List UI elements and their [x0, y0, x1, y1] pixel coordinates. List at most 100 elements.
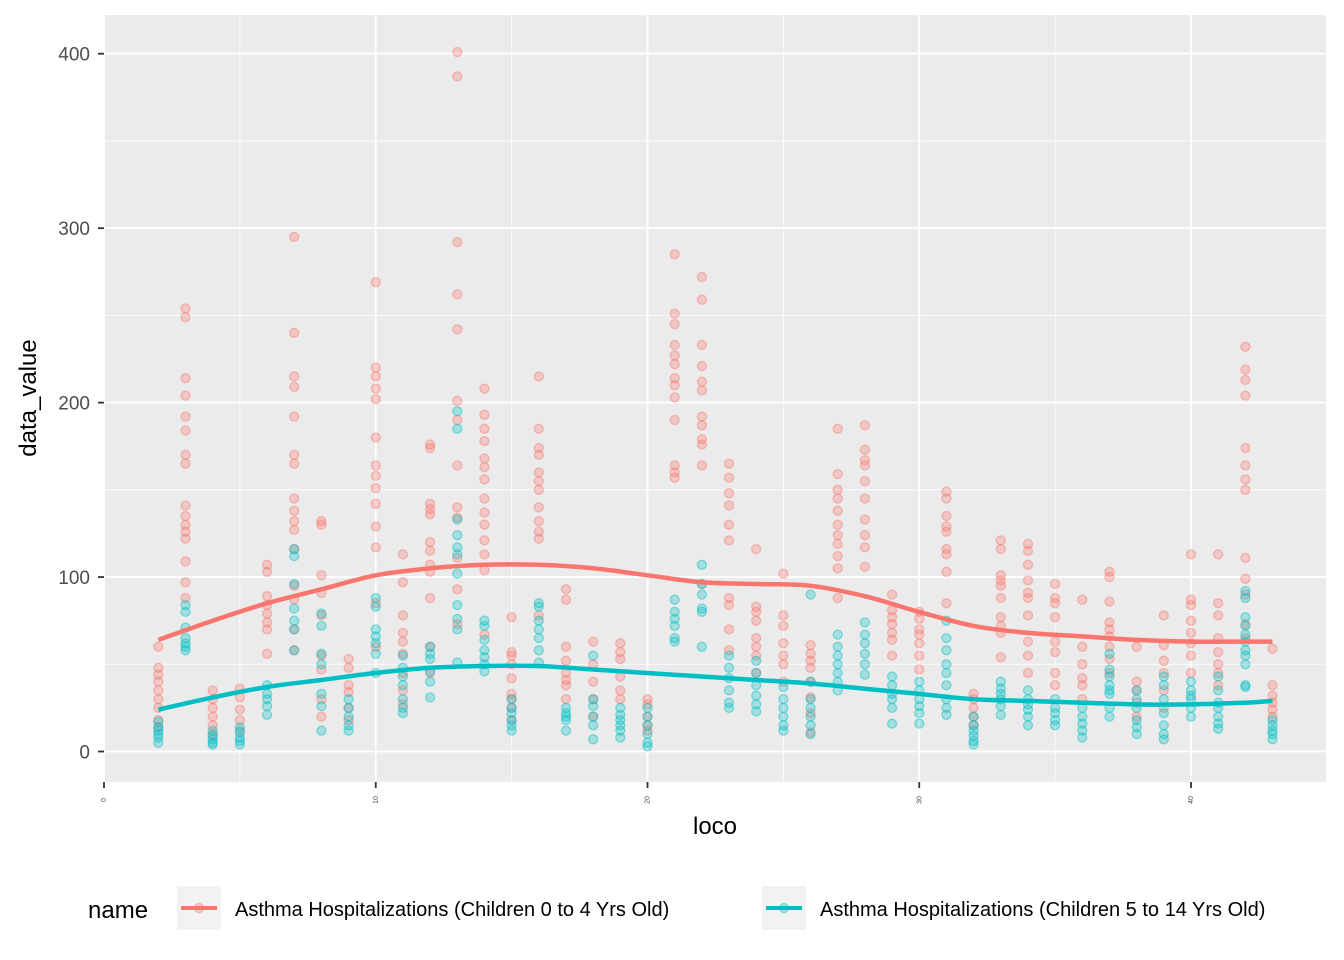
data-point — [452, 613, 463, 625]
data-point — [560, 655, 572, 666]
data-point — [832, 563, 843, 574]
data-point — [588, 650, 599, 661]
data-point — [778, 659, 789, 670]
data-point — [316, 610, 327, 621]
data-point — [1185, 549, 1197, 560]
data-point — [153, 662, 164, 673]
data-point — [424, 545, 436, 557]
data-point — [452, 324, 463, 335]
data-point — [452, 289, 463, 300]
data-point — [642, 711, 653, 722]
data-point — [1240, 681, 1251, 693]
data-point — [751, 650, 762, 661]
data-point — [153, 737, 164, 748]
data-point — [778, 568, 789, 579]
data-point — [1049, 720, 1061, 731]
legend-item-1: Asthma Hospitalizations (Children 5 to 1… — [762, 886, 1265, 930]
data-point — [832, 423, 843, 434]
panel-background — [104, 15, 1326, 782]
data-point — [234, 721, 246, 733]
data-point — [941, 632, 952, 644]
data-point — [669, 632, 680, 644]
data-point — [1049, 707, 1061, 719]
data-point — [1185, 615, 1197, 626]
data-point — [1077, 659, 1088, 670]
data-point — [859, 561, 871, 572]
smooth-lines-layer — [157, 562, 1273, 712]
data-point — [424, 439, 436, 450]
data-point — [669, 350, 680, 361]
data-point — [560, 707, 572, 719]
data-point — [669, 414, 680, 426]
data-point — [370, 641, 381, 652]
data-point — [207, 711, 218, 722]
data-point — [588, 636, 599, 647]
data-point — [669, 392, 680, 403]
data-point — [1022, 610, 1034, 621]
data-point — [1240, 460, 1251, 471]
data-point — [180, 599, 191, 611]
data-point — [289, 493, 300, 504]
data-point — [424, 692, 436, 703]
data-point — [995, 570, 1006, 581]
data-point — [832, 493, 843, 504]
data-point — [1158, 610, 1169, 621]
data-point — [1185, 650, 1197, 661]
data-point — [1185, 676, 1197, 687]
data-point — [859, 493, 871, 504]
data-point — [533, 624, 544, 635]
data-point — [316, 648, 327, 659]
data-point — [234, 704, 246, 715]
data-point — [261, 566, 273, 577]
data-point — [560, 714, 572, 726]
data-point — [941, 680, 952, 691]
data-point — [615, 725, 626, 736]
data-point — [1213, 646, 1224, 658]
data-point — [1267, 690, 1278, 701]
x-tick-label: 10 — [373, 796, 380, 804]
data-point — [452, 568, 463, 579]
data-point — [805, 727, 816, 738]
data-point — [941, 549, 952, 560]
data-point — [642, 702, 653, 714]
data-point — [207, 685, 218, 696]
data-point — [669, 460, 680, 471]
data-point — [424, 503, 436, 515]
data-point — [1104, 711, 1115, 722]
data-point — [832, 629, 843, 640]
data-point — [886, 718, 898, 729]
data-point — [805, 707, 816, 719]
data-point — [343, 711, 354, 722]
y-tick-label: 300 — [58, 219, 90, 240]
data-point — [506, 720, 517, 731]
data-point — [1240, 585, 1251, 597]
data-point — [533, 442, 544, 454]
data-point — [316, 725, 327, 736]
data-point — [696, 420, 708, 431]
data-point — [153, 732, 164, 743]
data-point — [751, 655, 762, 666]
data-point — [778, 711, 789, 722]
data-point — [1213, 685, 1224, 696]
data-point — [180, 373, 191, 384]
data-point — [180, 638, 191, 649]
data-point — [941, 526, 952, 537]
data-point — [1240, 474, 1251, 485]
data-point — [343, 714, 354, 726]
data-point — [669, 613, 680, 625]
data-point — [289, 645, 300, 656]
data-point — [588, 694, 599, 705]
data-point — [234, 725, 246, 736]
data-point — [1240, 341, 1251, 352]
data-point — [805, 589, 816, 600]
data-point — [1104, 653, 1115, 665]
data-point — [1077, 732, 1088, 743]
data-point — [696, 641, 708, 652]
data-point — [1240, 650, 1251, 661]
data-point — [941, 543, 952, 555]
data-point — [1185, 711, 1197, 722]
data-point — [424, 653, 436, 665]
data-point — [397, 694, 409, 705]
data-point — [1077, 725, 1088, 736]
